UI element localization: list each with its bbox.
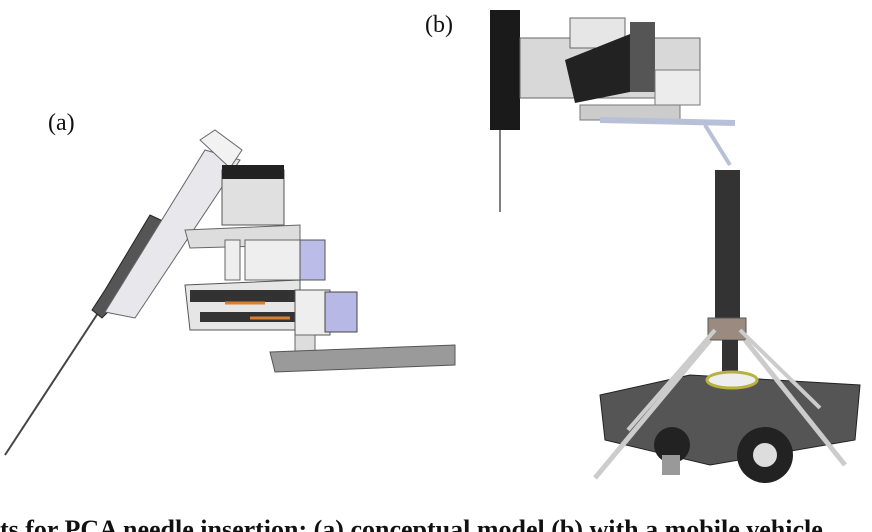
panel-label: (b): [425, 12, 453, 38]
panel-a-drawing: [4, 129, 456, 456]
caption: ts for PCA needle insertion: (a) concept…: [0, 515, 823, 532]
panel-b-drawing: [490, 10, 861, 483]
panel-label: (a): [48, 110, 75, 136]
